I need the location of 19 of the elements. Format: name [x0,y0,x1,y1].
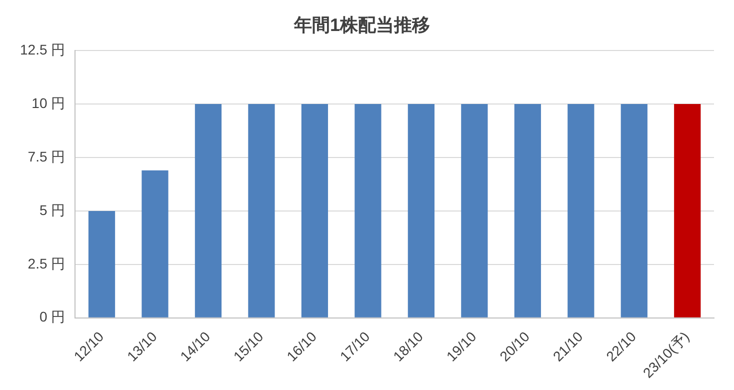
y-tick-label: 10 円 [32,94,66,111]
bar [674,104,701,318]
bar [461,104,488,318]
bar [142,170,168,318]
y-tick-label: 0 円 [39,308,66,325]
bar [354,104,382,318]
bar [248,104,275,318]
bar [408,104,434,318]
y-tick-label: 7.5 円 [28,148,66,164]
y-tick-label: 2.5 円 [28,255,66,272]
y-tick-label: 12.5 円 [20,41,66,58]
bar [514,104,541,318]
bar [301,104,328,318]
y-tick-label: 5 円 [39,202,66,218]
bar [88,210,116,318]
chart-title: 年間1株配当推移 [292,14,430,35]
bar [568,104,594,318]
bar [620,104,648,318]
bar [194,104,222,318]
